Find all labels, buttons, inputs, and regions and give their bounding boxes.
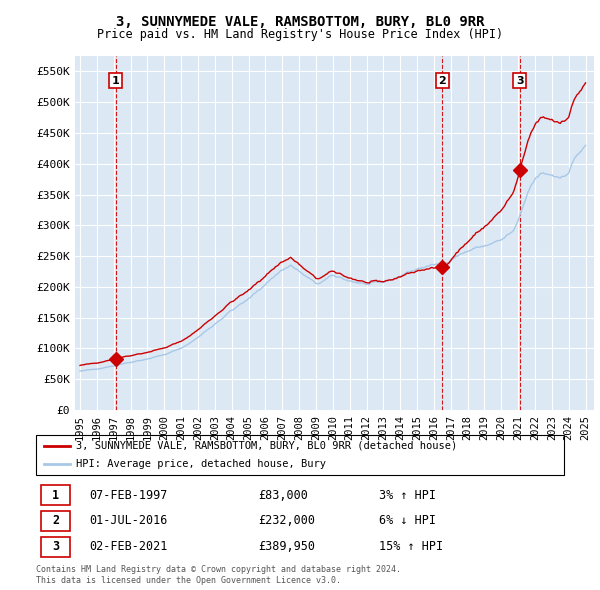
Text: 07-FEB-1997: 07-FEB-1997 [89, 489, 167, 502]
Bar [41, 511, 70, 531]
Text: 6% ↓ HPI: 6% ↓ HPI [379, 514, 436, 527]
Text: £389,950: £389,950 [258, 540, 315, 553]
Bar [41, 485, 70, 506]
Text: Price paid vs. HM Land Registry's House Price Index (HPI): Price paid vs. HM Land Registry's House … [97, 28, 503, 41]
Text: £83,000: £83,000 [258, 489, 308, 502]
Text: Contains HM Land Registry data © Crown copyright and database right 2024.
This d: Contains HM Land Registry data © Crown c… [36, 565, 401, 585]
Text: 1: 1 [112, 76, 119, 86]
Bar [41, 536, 70, 557]
Text: £232,000: £232,000 [258, 514, 315, 527]
Text: 2: 2 [439, 76, 446, 86]
Text: 15% ↑ HPI: 15% ↑ HPI [379, 540, 443, 553]
Text: HPI: Average price, detached house, Bury: HPI: Average price, detached house, Bury [76, 459, 326, 469]
Text: 2: 2 [52, 514, 59, 527]
Text: 02-FEB-2021: 02-FEB-2021 [89, 540, 167, 553]
Text: 3, SUNNYMEDE VALE, RAMSBOTTOM, BURY, BL0 9RR (detached house): 3, SUNNYMEDE VALE, RAMSBOTTOM, BURY, BL0… [76, 441, 457, 451]
Text: 3: 3 [52, 540, 59, 553]
Text: 3, SUNNYMEDE VALE, RAMSBOTTOM, BURY, BL0 9RR: 3, SUNNYMEDE VALE, RAMSBOTTOM, BURY, BL0… [116, 15, 484, 29]
Text: 1: 1 [52, 489, 59, 502]
Text: 3% ↑ HPI: 3% ↑ HPI [379, 489, 436, 502]
Text: 3: 3 [516, 76, 524, 86]
Text: 01-JUL-2016: 01-JUL-2016 [89, 514, 167, 527]
